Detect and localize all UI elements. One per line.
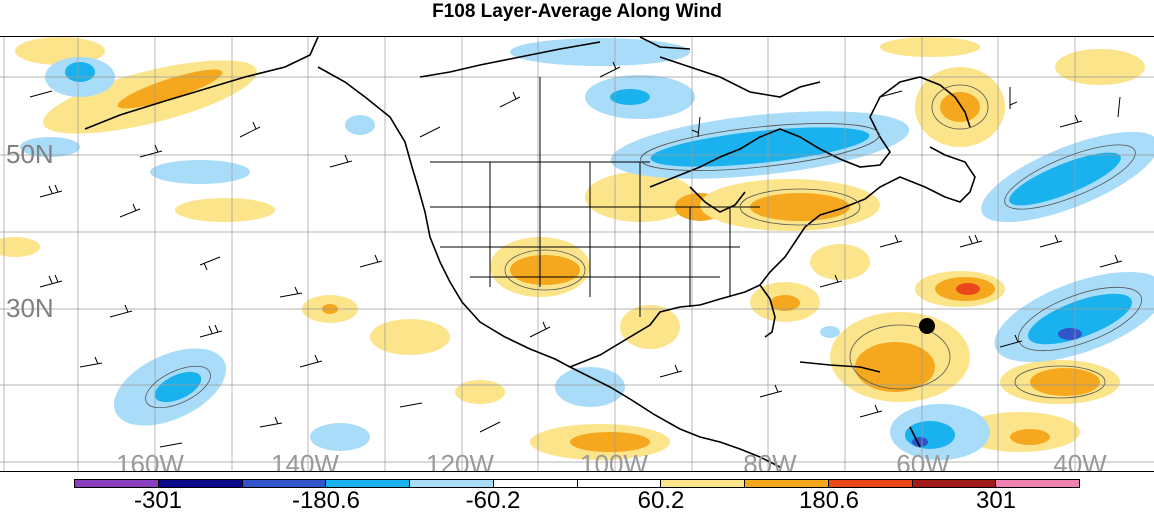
lon-label-40w: 40W xyxy=(1053,449,1107,472)
colorbar-segment-1 xyxy=(158,480,243,487)
anomaly-shading xyxy=(0,37,1154,460)
wind-barbs xyxy=(29,61,1123,448)
colorbar xyxy=(74,479,1080,488)
contour-lines xyxy=(145,84,1143,409)
lon-label-160w: 160W xyxy=(116,449,184,472)
colorbar-label-pos301: 301 xyxy=(975,487,1017,514)
colorbar-segment-6 xyxy=(577,480,662,487)
colorbar-segment-0 xyxy=(75,480,159,487)
latlon-grid xyxy=(0,37,1154,471)
lon-label-100w: 100W xyxy=(580,449,648,472)
lon-label-120w: 120W xyxy=(426,449,494,472)
coastlines xyxy=(84,37,976,468)
lat-label-50n: 50N xyxy=(6,139,54,169)
colorbar-segment-11 xyxy=(996,480,1079,487)
lon-label-140w: 140W xyxy=(271,449,339,472)
lat-label-30n: 30N xyxy=(6,293,54,323)
colorbar-segment-10 xyxy=(912,480,997,487)
colorbar-segment-3 xyxy=(326,480,410,487)
storm-center-marker xyxy=(919,318,935,334)
colorbar-label-pos180: 180.6 xyxy=(798,487,860,514)
colorbar-segment-8 xyxy=(745,480,829,487)
colorbar-segment-9 xyxy=(828,480,913,487)
colorbar-label-neg301: -301 xyxy=(133,487,183,514)
weather-map: 50N 30N 160W 140W 120W 100W 80W 60W 40W xyxy=(0,36,1154,472)
lon-label-80w: 80W xyxy=(743,449,797,472)
state-borders xyxy=(430,77,760,317)
colorbar-segment-4 xyxy=(410,480,494,487)
colorbar-segment-2 xyxy=(242,480,327,487)
lon-label-60w: 60W xyxy=(896,449,950,472)
colorbar-segment-7 xyxy=(661,480,745,487)
colorbar-label-neg60: -60.2 xyxy=(465,487,521,514)
colorbar-segment-5 xyxy=(493,480,578,487)
map-title: F108 Layer-Average Along Wind xyxy=(432,1,722,22)
colorbar-label-pos60: 60.2 xyxy=(637,487,685,514)
map-canvas xyxy=(0,37,1154,471)
colorbar-label-neg180: -180.6 xyxy=(291,487,361,514)
